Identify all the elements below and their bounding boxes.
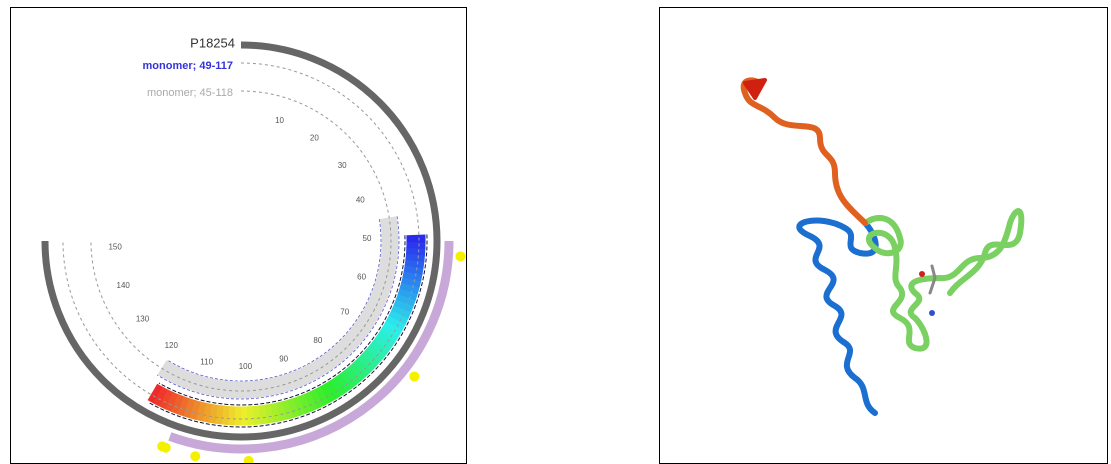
- protein-id: P18254: [190, 35, 235, 50]
- position-label: 80: [313, 336, 322, 345]
- position-label: 150: [108, 243, 122, 252]
- track-label[interactable]: monomer; 45-118: [147, 87, 233, 99]
- region-outline: [167, 219, 381, 381]
- position-label: 20: [310, 134, 319, 143]
- sequence-viewer: 150 140 130 120 110 100 90 80 70 60 50 40 30 20 10 P18…: [10, 7, 467, 464]
- position-label: 60: [357, 273, 366, 282]
- position-label: 50: [363, 234, 372, 243]
- position-label: 70: [340, 308, 349, 317]
- variant-dot: [161, 443, 171, 453]
- track-label[interactable]: monomer; 49-117: [143, 60, 233, 72]
- position-label: 120: [165, 341, 179, 350]
- position-label: 110: [200, 357, 213, 366]
- position-label: 100: [239, 362, 253, 371]
- position-label: 90: [279, 355, 288, 364]
- variant-dot: [409, 371, 419, 381]
- position-label: 10: [275, 116, 284, 125]
- position-label: 140: [117, 281, 131, 290]
- variant-dot: [455, 251, 465, 261]
- ribbon: [744, 80, 1022, 413]
- variant-dot: [190, 451, 200, 461]
- position-label: 30: [338, 161, 347, 170]
- structure-viewer[interactable]: [659, 7, 1108, 464]
- position-label: 40: [356, 196, 365, 205]
- circular-view: 150 140 130 120 110 100 90 80 70 60 50 40 30 20 10 P18…: [11, 8, 466, 463]
- position-label: 130: [136, 315, 150, 324]
- variant-dot: [244, 456, 254, 463]
- structure-3d: [660, 8, 1107, 463]
- sequence-ring: [45, 45, 437, 437]
- page: {"viewer": {"protein_id": "P18254", "tra…: [0, 0, 1111, 464]
